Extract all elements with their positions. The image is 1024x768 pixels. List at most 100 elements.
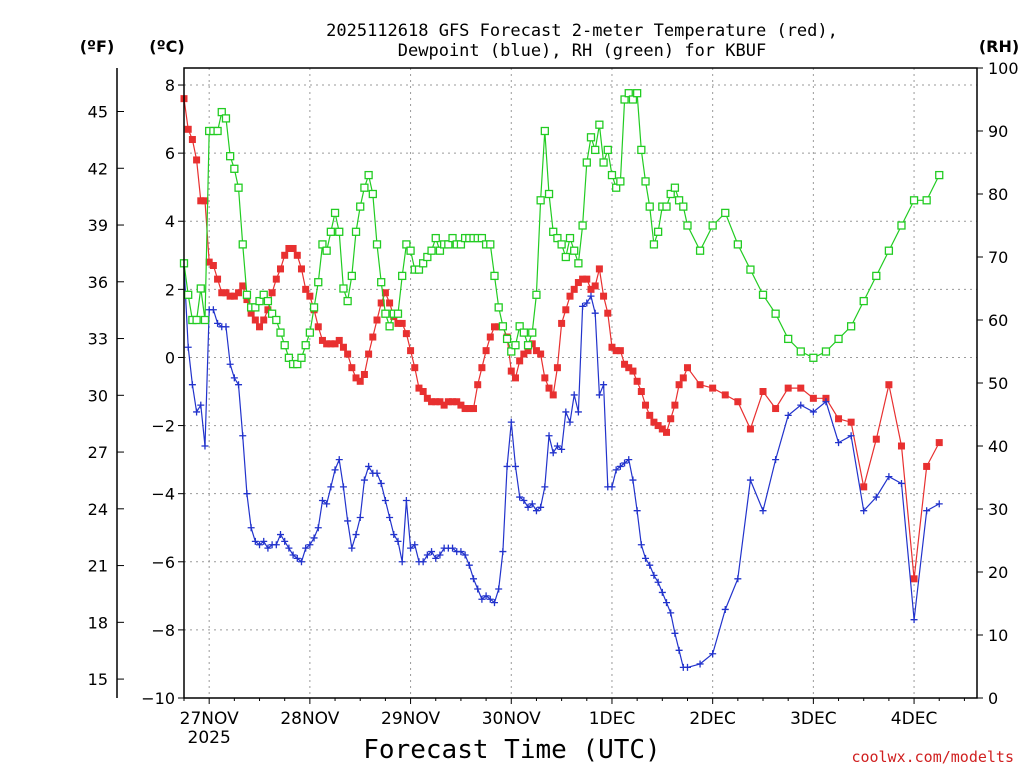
dewpoint-point: [323, 500, 331, 508]
rh-tick-label: 40: [988, 437, 1008, 456]
rh-point: [368, 189, 377, 199]
dewpoint-point: [377, 479, 385, 487]
rh-tick-label: 20: [988, 563, 1008, 582]
dewpoint-point: [356, 514, 364, 522]
temperature-point: [591, 282, 599, 290]
rh-point: [586, 133, 596, 142]
dewpoint-point: [419, 558, 427, 566]
dewpoint-point: [365, 462, 373, 470]
temperature-point: [566, 292, 574, 300]
dewpoint-point: [348, 544, 356, 552]
rh-point: [494, 303, 503, 312]
celsius-tick-label: 0: [165, 348, 175, 367]
dewpoint-point: [549, 449, 557, 457]
dewpoint-point: [281, 537, 289, 545]
dewpoint-point: [671, 629, 679, 637]
rh-point: [498, 322, 508, 331]
rh-point: [544, 189, 554, 199]
temperature-point: [574, 279, 582, 287]
rh-point: [649, 240, 659, 249]
dewpoint-point: [872, 493, 880, 501]
dewpoint-point: [797, 401, 805, 409]
dewpoint-point: [545, 432, 553, 440]
rh-point: [393, 309, 403, 318]
temperature-point: [532, 347, 540, 355]
celsius-tick-label: 4: [165, 212, 175, 231]
temperature-point: [453, 398, 461, 406]
temperature-line: [183, 98, 940, 579]
temperature-point: [629, 367, 637, 375]
temperature-point: [306, 292, 314, 300]
temperature-point: [197, 197, 205, 205]
rh-point: [406, 246, 415, 255]
rh-point: [859, 296, 868, 306]
plot-frame: [183, 67, 978, 699]
fahrenheit-tick-label: 36: [88, 273, 108, 292]
dewpoint-point: [381, 496, 389, 504]
temperature-point: [595, 265, 603, 273]
temperature-point: [272, 275, 280, 283]
dewpoint-point: [562, 408, 570, 416]
temperature-point: [490, 323, 498, 331]
rh-point: [347, 271, 356, 281]
rh-point: [263, 296, 273, 306]
fahrenheit-axis-label: (ºF): [80, 37, 115, 56]
dewpoint-point: [507, 418, 515, 426]
dewpoint-point: [482, 592, 490, 600]
rh-point: [431, 233, 440, 243]
temperature-point: [465, 405, 473, 413]
dewpoint-point: [306, 541, 314, 549]
rh-point: [305, 328, 315, 337]
dewpoint-point: [293, 554, 301, 562]
x-tick-sublabel: 2025: [188, 728, 231, 748]
temperature-point: [415, 384, 423, 392]
rh-point: [708, 221, 717, 230]
dewpoint-point: [310, 534, 318, 542]
dewpoint-point: [184, 343, 192, 351]
x-tick-label: 30NOV: [482, 709, 541, 729]
dewpoint-point: [243, 490, 251, 498]
temperature-point: [314, 323, 322, 331]
fahrenheit-tick-label: 18: [88, 613, 108, 632]
temperature-point: [457, 401, 465, 409]
rh-point: [490, 271, 499, 281]
temperature-point: [369, 333, 377, 341]
celsius-tick-label: 6: [165, 144, 175, 163]
temperature-point: [562, 306, 570, 314]
temperature-point: [335, 336, 343, 344]
temperature-point: [897, 442, 905, 450]
dewpoint-point: [302, 544, 310, 552]
dewpoint-point: [625, 456, 633, 464]
rh-point: [360, 183, 369, 192]
rh-point: [322, 246, 331, 255]
rh-point: [297, 353, 306, 362]
rh-point: [607, 170, 617, 180]
temperature-point: [696, 381, 704, 389]
rh-point: [267, 309, 277, 318]
celsius-tick-label: 8: [165, 76, 175, 95]
dewpoint-point: [331, 466, 339, 474]
rh-point: [616, 177, 625, 186]
gridlines: [184, 68, 977, 699]
temperature-point: [260, 316, 268, 324]
rh-point: [771, 309, 780, 318]
temperature-point: [222, 289, 230, 297]
temperature-point: [331, 340, 339, 348]
temperature-point: [709, 384, 717, 392]
temperature-point: [587, 285, 595, 293]
dewpoint-point: [201, 442, 209, 450]
temperature-point: [654, 422, 662, 430]
temperature-point: [407, 347, 415, 355]
temperature-point: [209, 262, 217, 270]
dewpoint-point: [629, 476, 637, 484]
rh-tick-label: 30: [988, 500, 1008, 519]
dewpoint-point: [621, 459, 629, 467]
rh-point: [846, 322, 856, 331]
rh-point: [230, 164, 239, 173]
temperature-point: [616, 347, 624, 355]
temperature-point: [444, 398, 452, 406]
temperature-point: [478, 364, 486, 372]
temperature-point: [243, 296, 251, 304]
dewpoint-point: [633, 507, 641, 515]
dewpoint-point: [344, 517, 352, 525]
